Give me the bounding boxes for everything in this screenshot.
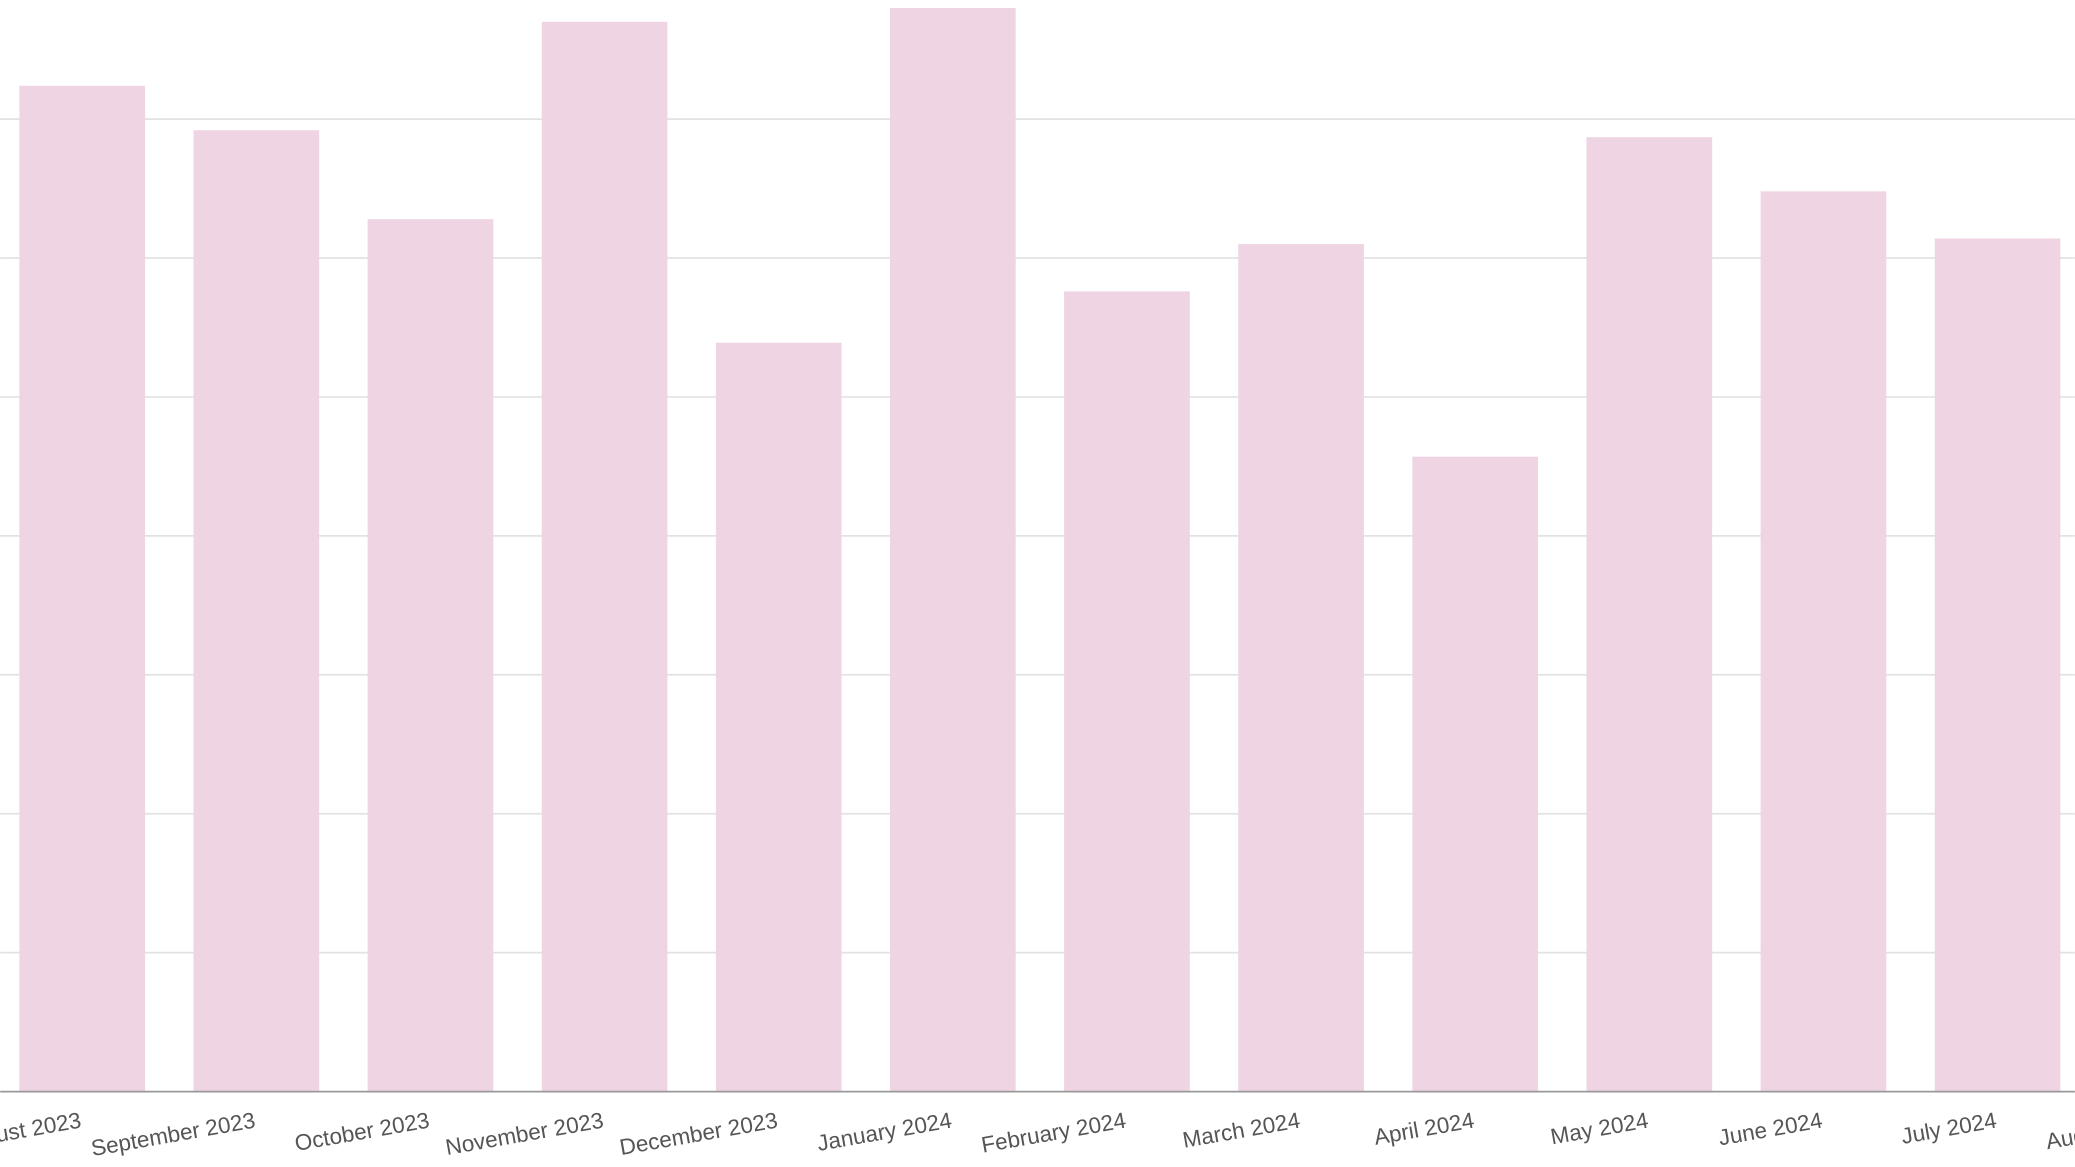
bar [367, 219, 494, 1092]
x-tick-label: May 2024 [1549, 1108, 1651, 1150]
bar [889, 7, 1016, 1092]
x-tick-label: June 2024 [1717, 1108, 1825, 1151]
bar [1934, 238, 2061, 1092]
x-tick-label: March 2024 [1181, 1108, 1302, 1153]
x-tick-label: December 2023 [618, 1108, 780, 1160]
bar [1238, 244, 1364, 1092]
x-tick-label: August 2024 [2044, 1108, 2075, 1155]
bar [1064, 291, 1190, 1092]
bar [1760, 191, 1887, 1092]
bar [1412, 456, 1539, 1092]
x-tick-label: November 2023 [444, 1108, 606, 1160]
x-tick-label: September 2023 [89, 1108, 257, 1161]
x-tick-label: July 2024 [1899, 1108, 1998, 1149]
bar [193, 130, 320, 1092]
x-tick-label: February 2024 [979, 1108, 1127, 1158]
x-tick-label: April 2024 [1372, 1108, 1476, 1150]
x-tick-label: October 2023 [293, 1108, 432, 1156]
x-tick-label: January 2024 [815, 1108, 954, 1156]
x-tick-label: August 2023 [0, 1108, 83, 1155]
bar [19, 85, 146, 1092]
bar [541, 21, 668, 1092]
bar [715, 342, 842, 1092]
bar [1586, 137, 1713, 1092]
